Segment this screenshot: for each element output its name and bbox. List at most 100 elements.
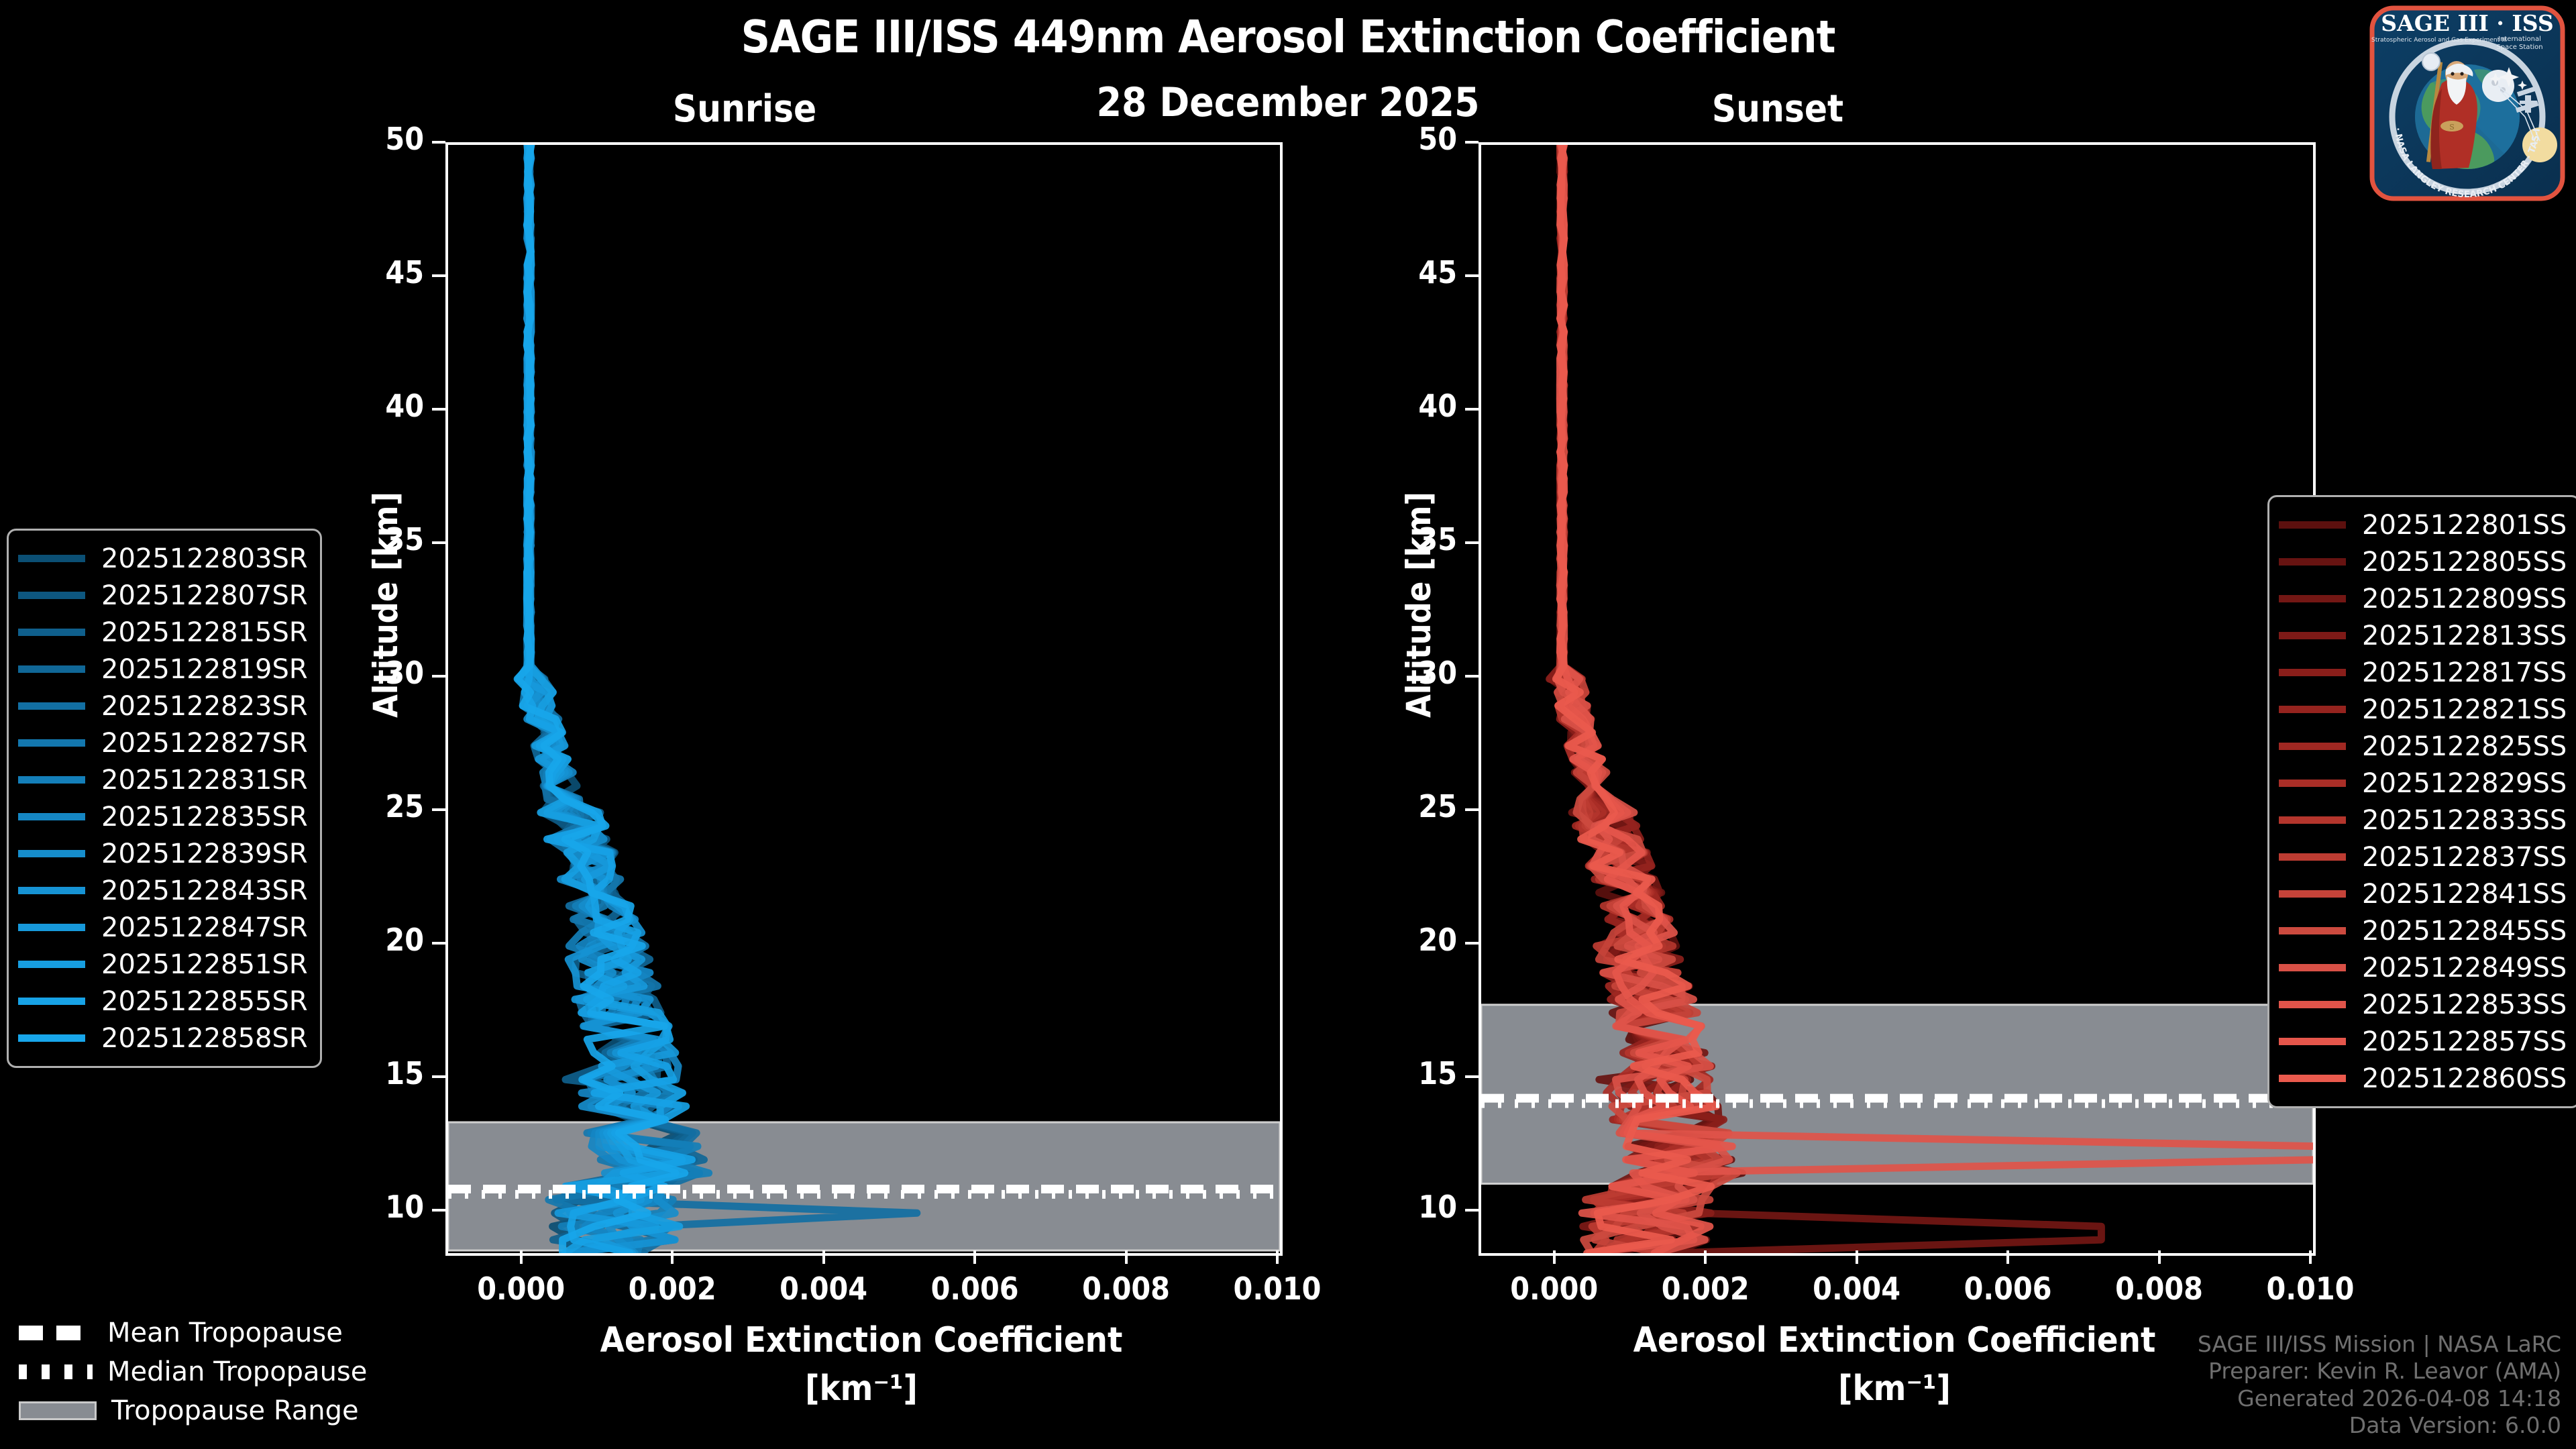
legend-item[interactable]: 2025122813SS	[2279, 617, 2567, 654]
legend-item-label: 2025122803SR	[101, 543, 308, 574]
legend-color-swatch	[2279, 632, 2346, 639]
footer-data-version: Data Version: 6.0.0	[2349, 1412, 2561, 1439]
x-tick-label: 0.010	[2266, 1271, 2355, 1307]
legend-item[interactable]: 2025122829SS	[2279, 765, 2567, 802]
legend-item[interactable]: 2025122849SS	[2279, 949, 2567, 986]
y-tick-label: 15	[385, 1055, 424, 1092]
y-tick-label: 25	[385, 788, 424, 825]
x-tick-mark	[2157, 1250, 2161, 1264]
tropopause-legend-label: Median Tropopause	[107, 1356, 368, 1387]
y-tick-mark	[432, 141, 445, 144]
x-tick-label: 0.010	[1233, 1271, 1322, 1307]
panel-title-sunset: Sunset	[1711, 87, 1844, 131]
legend-item-label: 2025122815SR	[101, 616, 308, 648]
legend-color-swatch	[18, 592, 85, 599]
footer-generated: Generated 2026-04-08 14:18	[2237, 1385, 2561, 1411]
legend-item[interactable]: 2025122809SS	[2279, 580, 2567, 617]
legend-item[interactable]: 2025122860SS	[2279, 1060, 2567, 1097]
plot-area-sunrise[interactable]	[445, 142, 1283, 1256]
x-tick-mark	[2006, 1250, 2010, 1264]
y-tick-label: 30	[385, 655, 424, 692]
profile-line[interactable]	[513, 145, 689, 1253]
y-tick-label: 20	[385, 922, 424, 959]
profile-line[interactable]	[517, 145, 921, 1253]
page-title: SAGE III/ISS 449nm Aerosol Extinction Co…	[741, 11, 1836, 63]
legend-item[interactable]: 2025122823SR	[18, 688, 308, 724]
legend-color-swatch	[2279, 927, 2346, 934]
x-axis-unit-sunrise: [km⁻¹]	[805, 1368, 918, 1409]
legend-item-label: 2025122827SR	[101, 727, 308, 759]
y-tick-mark	[1465, 141, 1479, 144]
profile-line[interactable]	[1552, 145, 1720, 1253]
y-tick-label: 25	[1418, 788, 1457, 825]
legend-item[interactable]: 2025122827SR	[18, 724, 308, 761]
legend-item[interactable]: 2025122807SR	[18, 577, 308, 614]
y-tick-mark	[432, 808, 445, 812]
legend-item[interactable]: 2025122843SR	[18, 872, 308, 909]
legend-color-swatch	[2279, 964, 2346, 971]
legend-color-swatch	[2279, 743, 2346, 750]
legend-item[interactable]: 2025122858SR	[18, 1020, 308, 1057]
legend-item[interactable]: 2025122817SS	[2279, 654, 2567, 691]
legend-color-swatch	[2279, 1075, 2346, 1082]
legend-item[interactable]: 2025122833SS	[2279, 802, 2567, 839]
y-tick-label: 30	[1418, 655, 1457, 692]
x-tick-mark	[1704, 1250, 1707, 1264]
x-tick-mark	[973, 1250, 977, 1264]
legend-item[interactable]: 2025122831SR	[18, 761, 308, 798]
legend-item[interactable]: 2025122835SR	[18, 798, 308, 835]
legend-item-label: 2025122849SS	[2362, 952, 2567, 983]
legend-item[interactable]: 2025122819SR	[18, 651, 308, 688]
legend-item[interactable]: 2025122845SS	[2279, 912, 2567, 949]
x-axis-unit-sunset: [km⁻¹]	[1838, 1368, 1951, 1409]
legend-item-label: 2025122807SR	[101, 580, 308, 611]
legend-item-label: 2025122843SR	[101, 875, 308, 906]
y-tick-label: 15	[1418, 1055, 1457, 1092]
x-tick-label: 0.000	[477, 1271, 566, 1307]
legend-color-swatch	[18, 1034, 85, 1042]
legend-color-swatch	[18, 739, 85, 747]
tropopause-legend: Mean Tropopause Median Tropopause Tropopau…	[19, 1313, 367, 1430]
mean-tropopause-swatch	[19, 1326, 93, 1340]
y-tick-label: 45	[1418, 254, 1457, 291]
legend-item[interactable]: 2025122857SS	[2279, 1023, 2567, 1060]
x-tick-mark	[519, 1250, 523, 1264]
legend-color-swatch	[18, 555, 85, 562]
legend-item-label: 2025122858SR	[101, 1022, 308, 1054]
legend-item[interactable]: 2025122837SS	[2279, 839, 2567, 875]
tropopause-legend-label: Mean Tropopause	[107, 1318, 343, 1348]
legend-sunrise[interactable]: 2025122803SR 2025122807SR 2025122815SR 2025…	[7, 529, 322, 1068]
y-tick-mark	[1465, 942, 1479, 945]
tropopause-legend-item: Tropopause Range	[19, 1391, 367, 1430]
legend-item-label: 2025122837SS	[2362, 841, 2567, 873]
y-tick-mark	[432, 1209, 445, 1212]
y-tick-label: 50	[1418, 121, 1457, 157]
tropopause-legend-item: Mean Tropopause	[19, 1313, 367, 1352]
y-tick-label: 50	[385, 121, 424, 157]
legend-color-swatch	[18, 887, 85, 894]
legend-sunset[interactable]: 2025122801SS 2025122805SS 2025122809SS 2025…	[2267, 495, 2576, 1108]
legend-color-swatch	[18, 813, 85, 820]
x-tick-label: 0.006	[930, 1271, 1019, 1307]
legend-item[interactable]: 2025122841SS	[2279, 875, 2567, 912]
legend-item[interactable]: 2025122839SR	[18, 835, 308, 872]
legend-item[interactable]: 2025122855SR	[18, 983, 308, 1020]
legend-item[interactable]: 2025122853SS	[2279, 986, 2567, 1023]
plot-area-sunset[interactable]	[1479, 142, 2316, 1256]
legend-item[interactable]: 2025122801SS	[2279, 506, 2567, 543]
y-tick-label: 20	[1418, 922, 1457, 959]
legend-item-label: 2025122817SS	[2362, 657, 2567, 688]
legend-item[interactable]: 2025122851SR	[18, 946, 308, 983]
y-tick-mark	[432, 408, 445, 411]
legend-item[interactable]: 2025122825SS	[2279, 728, 2567, 765]
legend-item[interactable]: 2025122847SR	[18, 909, 308, 946]
legend-item[interactable]: 2025122815SR	[18, 614, 308, 651]
legend-item[interactable]: 2025122803SR	[18, 540, 308, 577]
legend-item[interactable]: 2025122821SS	[2279, 691, 2567, 728]
legend-item-label: 2025122841SS	[2362, 878, 2567, 910]
x-tick-label: 0.008	[1082, 1271, 1170, 1307]
panel-title-sunrise: Sunrise	[672, 87, 817, 131]
legend-color-swatch	[2279, 1038, 2346, 1045]
y-tick-mark	[1465, 274, 1479, 278]
legend-item[interactable]: 2025122805SS	[2279, 543, 2567, 580]
